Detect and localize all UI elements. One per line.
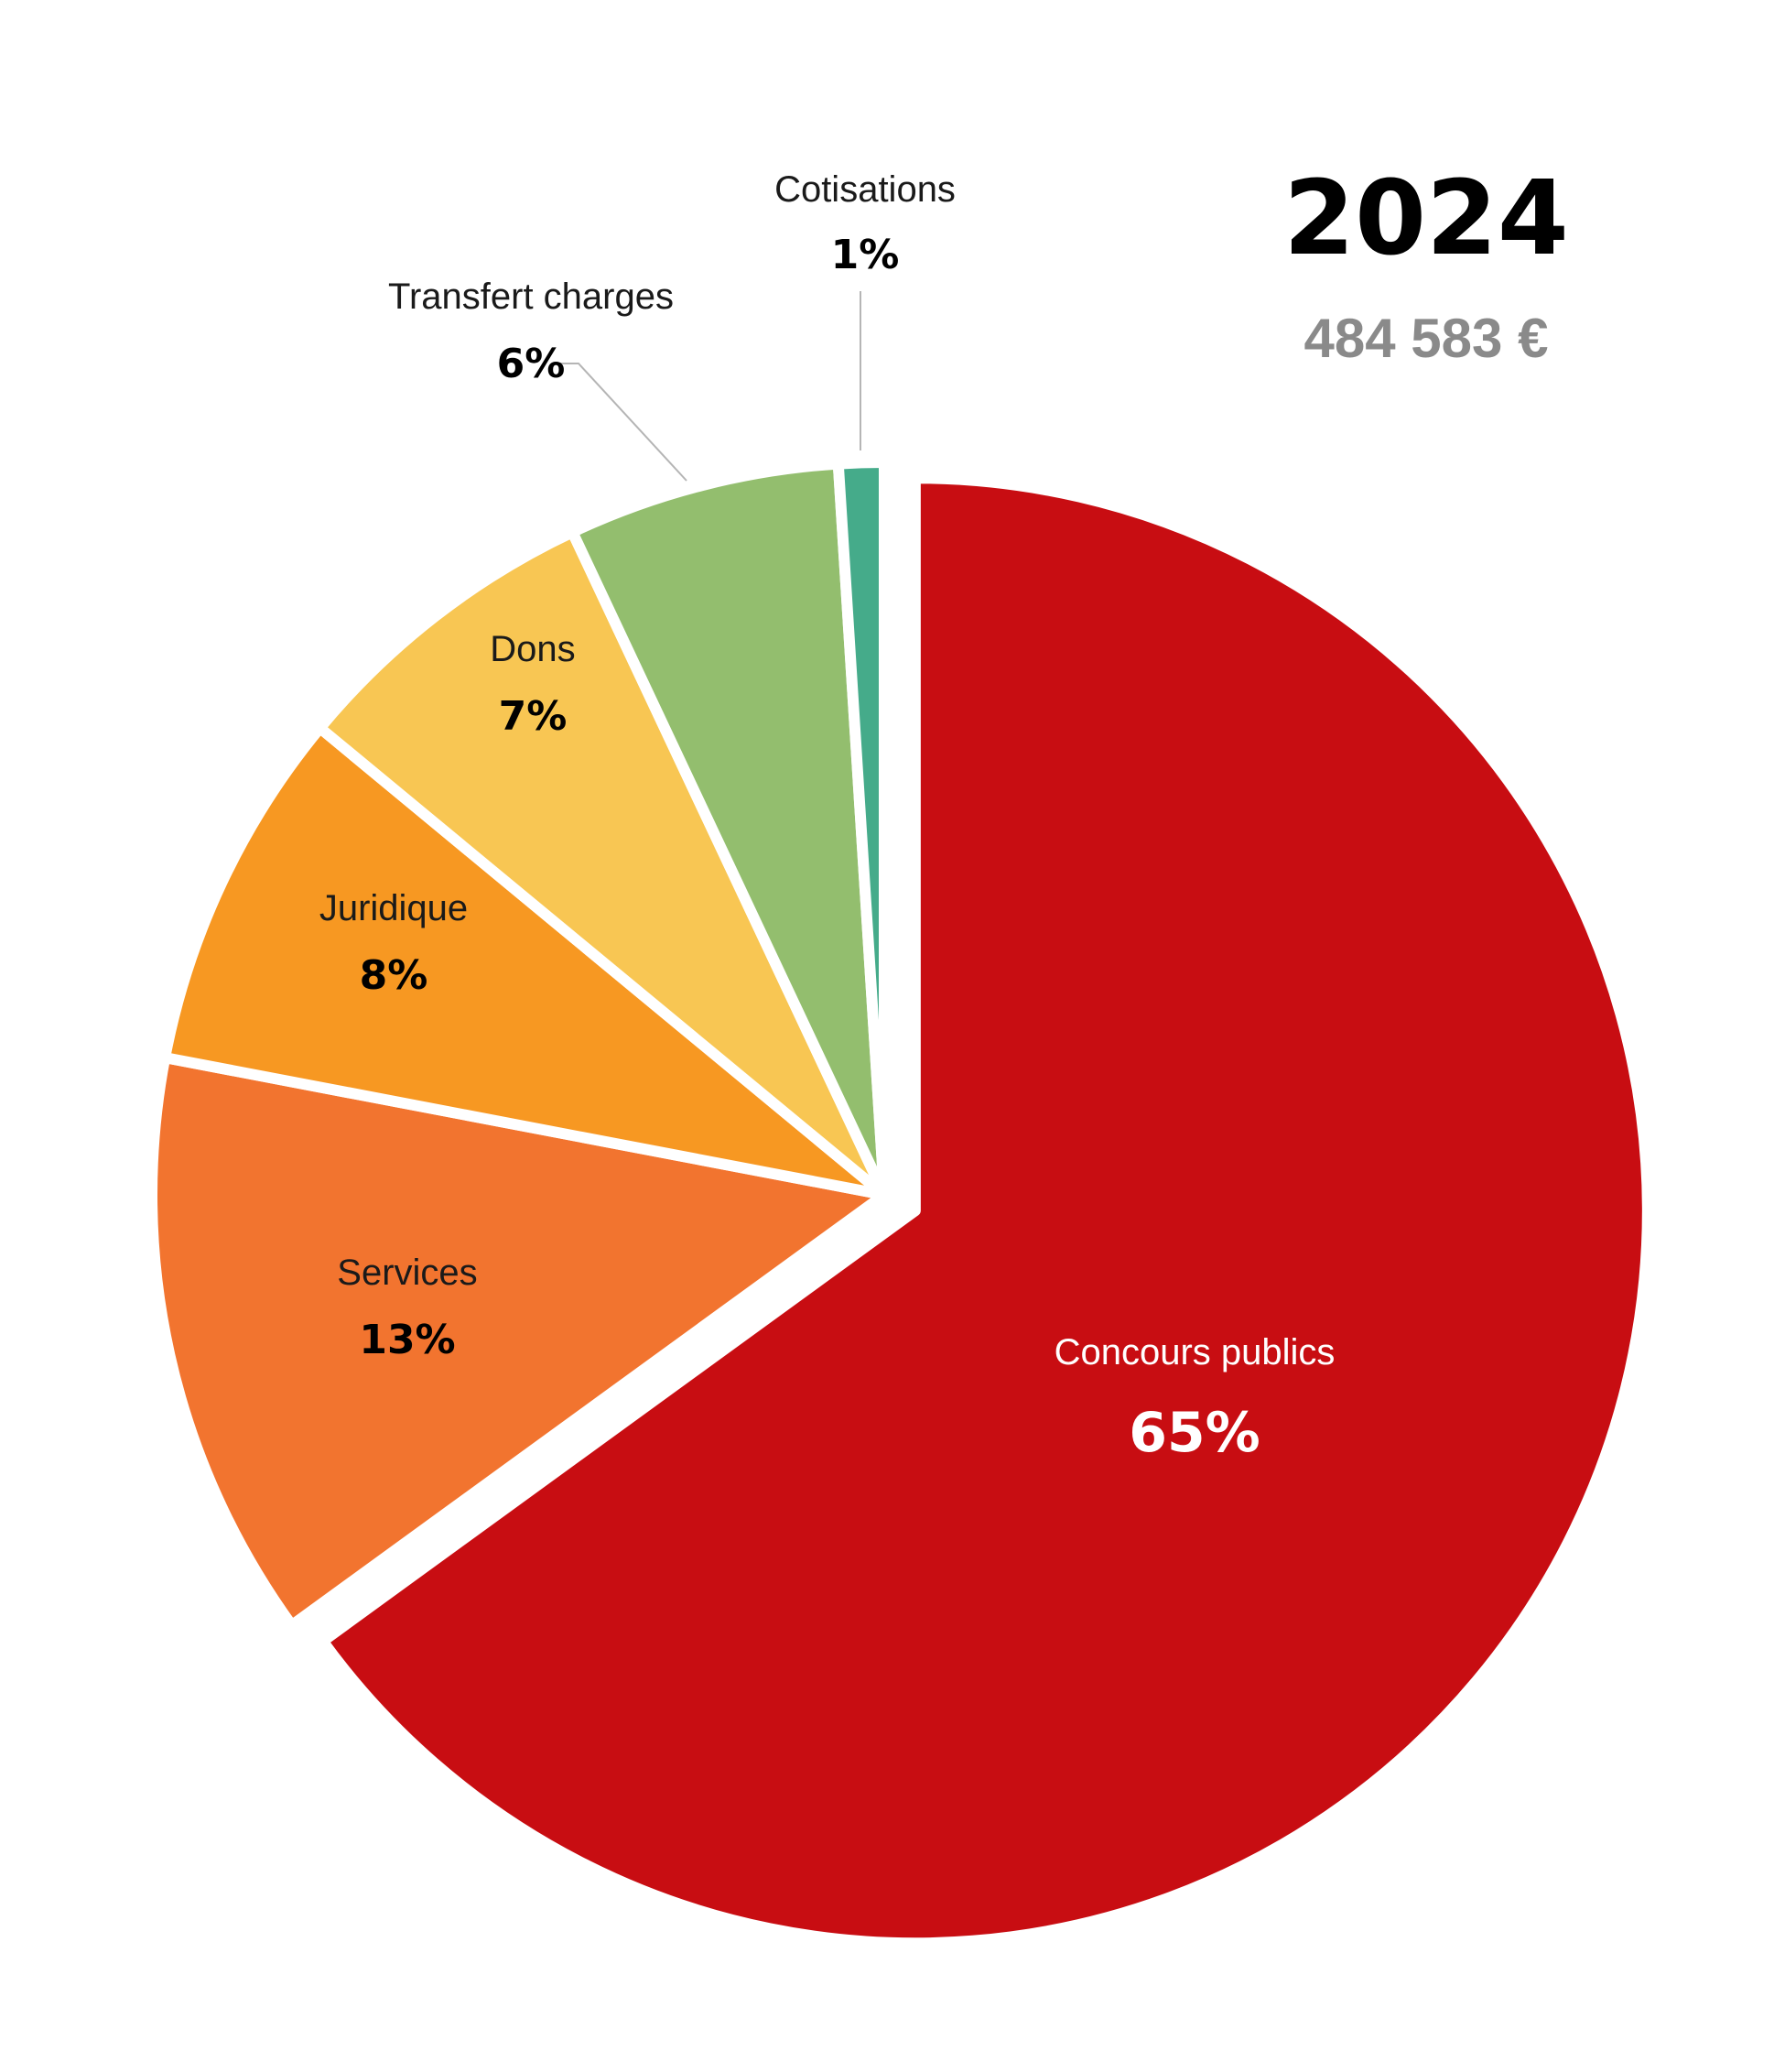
value-dons: 7% [499, 693, 568, 740]
pie-slices [146, 457, 1653, 1949]
value-services: 13% [359, 1317, 455, 1363]
pie-slice-juridique [159, 722, 890, 1200]
value-juridique: 8% [360, 952, 428, 999]
label-concours-publics: Concours publics [1055, 1332, 1336, 1372]
label-cotisations: Cotisations [774, 169, 956, 210]
label-dons: Dons [490, 629, 575, 669]
pie-slice-transfert-charges [567, 458, 890, 1200]
chart-year-title: 2024 [1283, 159, 1569, 278]
pie-slice-dons [314, 526, 890, 1200]
pie-slice-services [146, 1052, 890, 1632]
label-juridique: Juridique [319, 888, 468, 928]
chart-total-amount: 484 583 € [1304, 308, 1549, 369]
pie-slice-cotisations [832, 457, 890, 1200]
value-concours-publics: 65% [1129, 1401, 1260, 1465]
pie-slice-concours-publics [317, 472, 1653, 1949]
leader-line-transfert-charges [560, 363, 687, 482]
leader-lines [560, 291, 861, 482]
label-services: Services [337, 1253, 477, 1293]
value-cotisations: 1% [831, 232, 900, 278]
value-transfert-charges: 6% [497, 341, 566, 387]
label-transfert-charges: Transfert charges [388, 277, 674, 317]
